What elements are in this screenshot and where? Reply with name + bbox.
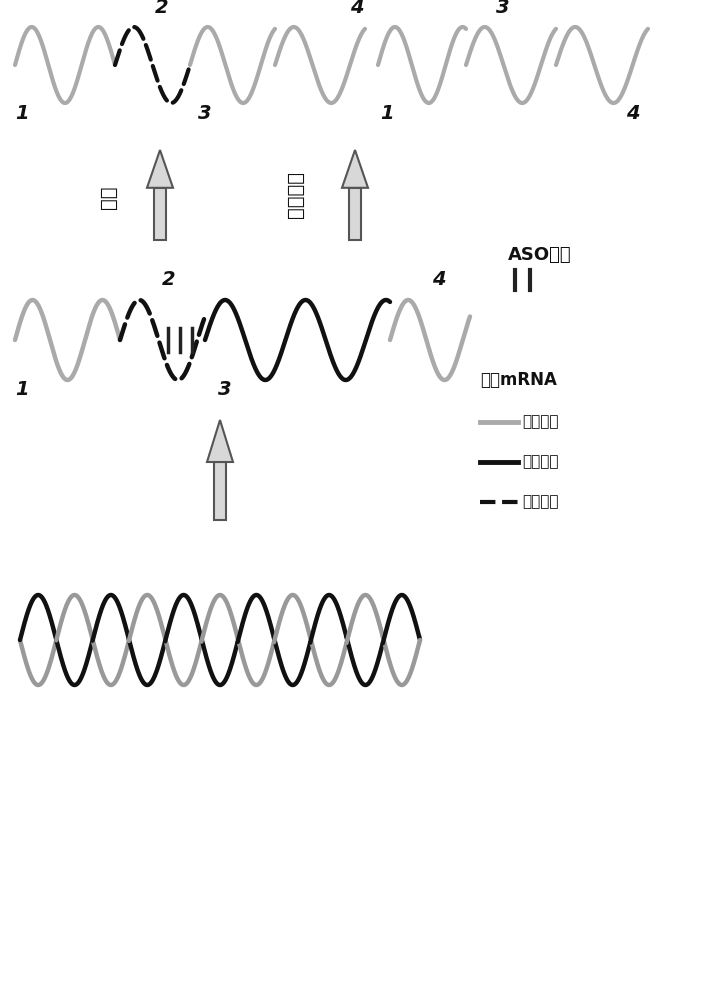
Text: 4: 4 (432, 270, 446, 289)
Text: 1: 1 (380, 104, 394, 123)
Text: 3: 3 (198, 104, 211, 123)
Polygon shape (349, 188, 361, 240)
Text: 1: 1 (15, 104, 28, 123)
Text: ：靶位点: ：靶位点 (522, 494, 558, 510)
Text: 正常: 正常 (98, 185, 117, 209)
Text: ：外显子: ：外显子 (522, 414, 558, 430)
Polygon shape (214, 462, 226, 520)
Polygon shape (154, 188, 166, 240)
Text: 前体mRNA: 前体mRNA (480, 371, 557, 389)
Text: ASO探针: ASO探针 (508, 246, 572, 264)
Text: ：内含子: ：内含子 (522, 454, 558, 470)
Text: 3: 3 (218, 380, 231, 399)
Text: 4: 4 (350, 0, 364, 17)
Text: 3: 3 (496, 0, 510, 17)
Polygon shape (147, 150, 173, 188)
Text: 2: 2 (155, 0, 169, 17)
Text: 4: 4 (626, 104, 639, 123)
Text: 剪接转据: 剪接转据 (286, 172, 305, 219)
Polygon shape (342, 150, 368, 188)
Text: 1: 1 (15, 380, 28, 399)
Polygon shape (207, 420, 233, 462)
Text: 2: 2 (162, 270, 176, 289)
